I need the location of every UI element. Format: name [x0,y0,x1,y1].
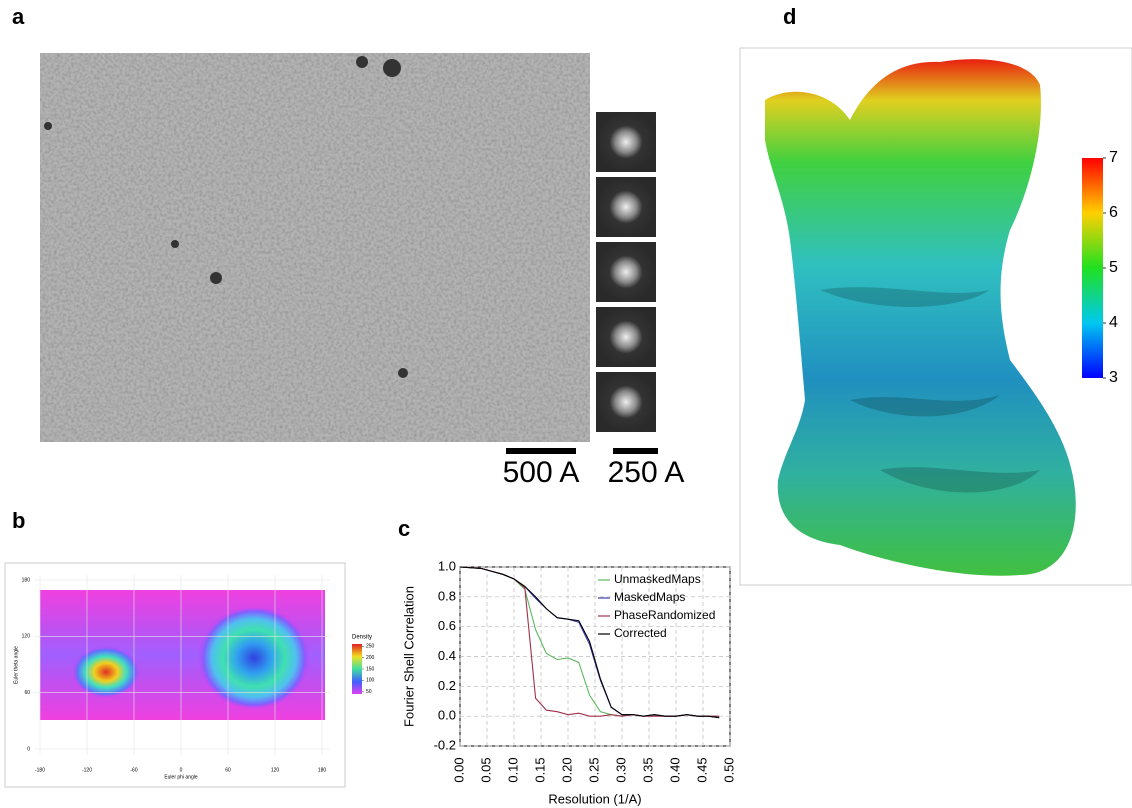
y-tick-label: 120 [22,634,31,640]
x-tick-label: 0.00 [451,757,466,782]
y-tick-label: 60 [24,690,30,696]
x-tick-label: -180 [35,767,45,773]
x-tick-label: 180 [318,767,327,773]
x-tick-label: 0 [180,767,183,773]
legend-tick-label: 50 [366,689,372,695]
scale-bar [506,448,576,454]
y-axis-label: Fourier Shell Correlation [401,586,416,727]
legend-title: Density [352,635,372,641]
class-averages [596,112,656,432]
legend-label: MaskedMaps [614,590,685,604]
y-tick-label: 1.0 [438,558,456,573]
scale-bar [613,448,658,454]
panel-label: d [783,4,796,29]
series-line [459,566,720,719]
legend-label: Corrected [614,626,667,640]
micrograph-texture [40,53,590,442]
y-tick-label: 0.0 [438,708,456,723]
y-tick-label: 0.2 [438,678,456,693]
x-tick-label: 60 [225,767,231,773]
colorbar-tick-label: 3 [1109,369,1118,386]
x-tick-label: 0.15 [532,757,547,782]
x-tick-label: 0.20 [559,757,574,782]
density-map [765,59,1076,576]
x-tick-label: 0.45 [694,757,709,782]
y-tick-label: 0.4 [438,648,456,663]
x-tick-label: 0.50 [721,757,736,782]
y-tick-label: 0.6 [438,618,456,633]
particles [44,56,408,378]
legend-tick-label: 100 [366,678,375,684]
density-legend [352,644,362,694]
scale-bar-label: 250 A [608,456,685,489]
legend-label: PhaseRandomized [614,608,715,622]
x-axis-label: Euler phi angle [164,774,198,780]
x-tick-label: 0.30 [613,757,628,782]
x-tick-label: 0.25 [586,757,601,782]
x-tick-label: 0.10 [505,757,520,782]
legend-tick-label: 200 [366,655,375,661]
x-tick-label: -60 [130,767,137,773]
panel-label: a [12,4,25,29]
panel-label: c [398,516,410,541]
map-shading [820,287,1040,493]
density-peak [198,606,310,710]
colorbar-tick-label: 4 [1109,314,1118,331]
y-tick-label: 180 [22,577,31,583]
panel-label: b [12,508,25,533]
scale-bar-label: 500 A [503,456,580,489]
y-axis-label: Euler theta angle [13,646,19,684]
x-tick-label: 0.05 [478,757,493,782]
legend-tick-label: 250 [366,644,375,650]
density-peak [72,646,140,698]
y-tick-label: 0.8 [438,588,456,603]
y-tick-label: 0 [27,746,30,752]
x-tick-label: 0.35 [640,757,655,782]
legend-tick-label: 150 [366,666,375,672]
x-tick-label: 120 [271,767,280,773]
colorbar [1082,158,1103,378]
colorbar-tick-label: 5 [1109,259,1118,276]
y-tick-label: -0.2 [434,737,456,752]
x-axis-label: Resolution (1/A) [548,791,641,806]
colorbar-tick-label: 6 [1109,204,1118,221]
legend-label: UnmaskedMaps [614,572,701,586]
colorbar-tick-label: 7 [1109,149,1118,166]
x-tick-label: -120 [82,767,92,773]
x-tick-label: 0.40 [667,757,682,782]
